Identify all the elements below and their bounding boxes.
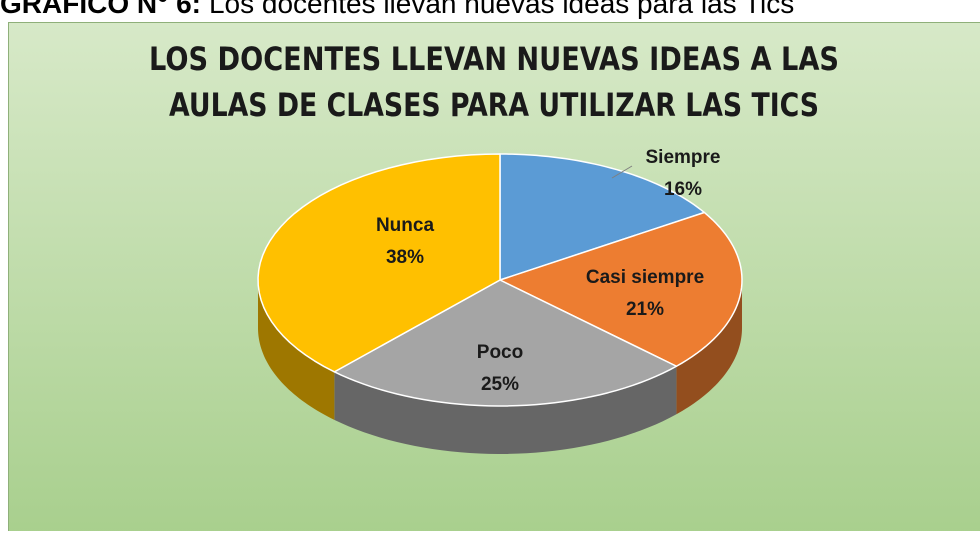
data-label-name: Nunca: [376, 215, 435, 236]
data-label-name: Siempre: [646, 147, 721, 168]
data-label-value: 21%: [626, 299, 664, 320]
caption: GRÁFICO N° 6: Los docentes llevan nuevas …: [0, 0, 794, 19]
caption-label: GRÁFICO N° 6:: [0, 0, 201, 19]
data-label-name: Casi siempre: [586, 267, 704, 288]
data-label-value: 16%: [664, 179, 702, 200]
chart-title: AULAS DE CLASES PARA UTILIZAR LAS TICS: [169, 86, 819, 124]
chart-title: LOS DOCENTES LLEVAN NUEVAS IDEAS A LAS: [149, 40, 839, 78]
data-label-value: 25%: [481, 374, 519, 395]
data-label-name: Poco: [477, 342, 523, 363]
caption-text: Los docentes llevan nuevas ideas para la…: [209, 0, 794, 19]
data-label-value: 38%: [386, 247, 424, 268]
